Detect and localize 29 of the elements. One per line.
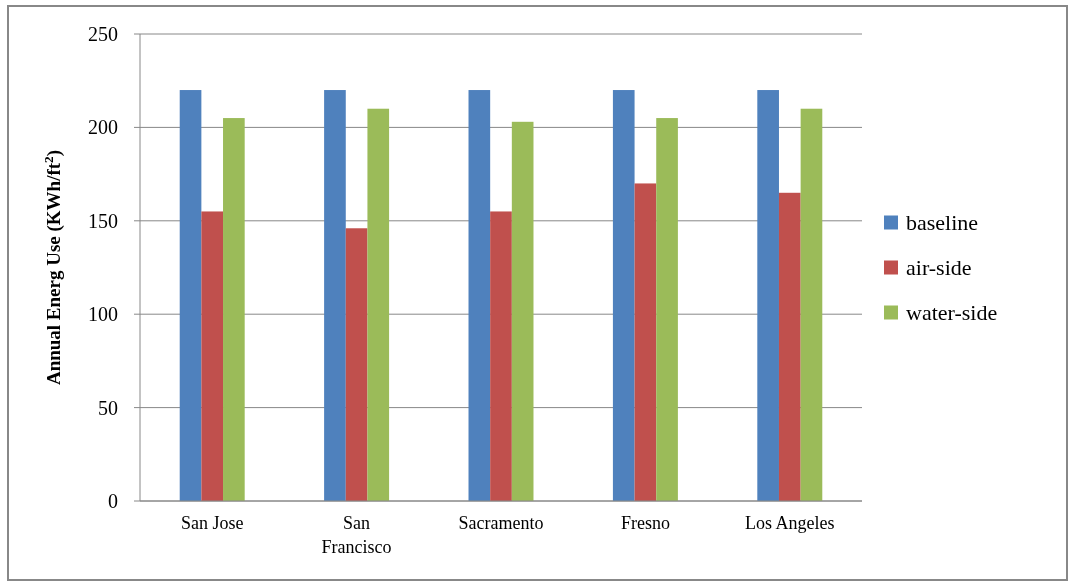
bar (223, 118, 245, 501)
y-tick-label: 0 (108, 490, 118, 512)
x-tick-label: San Francisco (321, 513, 392, 557)
bar (634, 183, 657, 501)
legend-label: water-side (906, 300, 998, 326)
bar (511, 121, 534, 501)
legend-label: baseline (906, 210, 979, 236)
bar (468, 90, 491, 501)
x-tick-label: Los Angeles (745, 513, 835, 533)
bar (800, 108, 823, 501)
bar (612, 90, 635, 501)
bar (201, 211, 224, 501)
legend-label: air-side (906, 255, 972, 281)
x-tick-label: Fresno (620, 513, 670, 533)
bar (324, 90, 346, 501)
bar (345, 228, 368, 501)
x-tick-label: Sacramento (458, 513, 544, 533)
bar (757, 90, 779, 501)
x-tick-label: San Jose (180, 513, 244, 533)
y-tick-label: 250 (88, 23, 118, 45)
y-tick-label: 150 (88, 209, 118, 232)
bar (367, 108, 390, 501)
bar (179, 90, 202, 501)
y-tick-label: 50 (98, 396, 118, 419)
y-tick-label: 100 (88, 303, 118, 326)
bar (490, 211, 512, 501)
bar (778, 192, 801, 501)
bar (656, 118, 678, 501)
y-tick-label: 200 (88, 116, 118, 139)
